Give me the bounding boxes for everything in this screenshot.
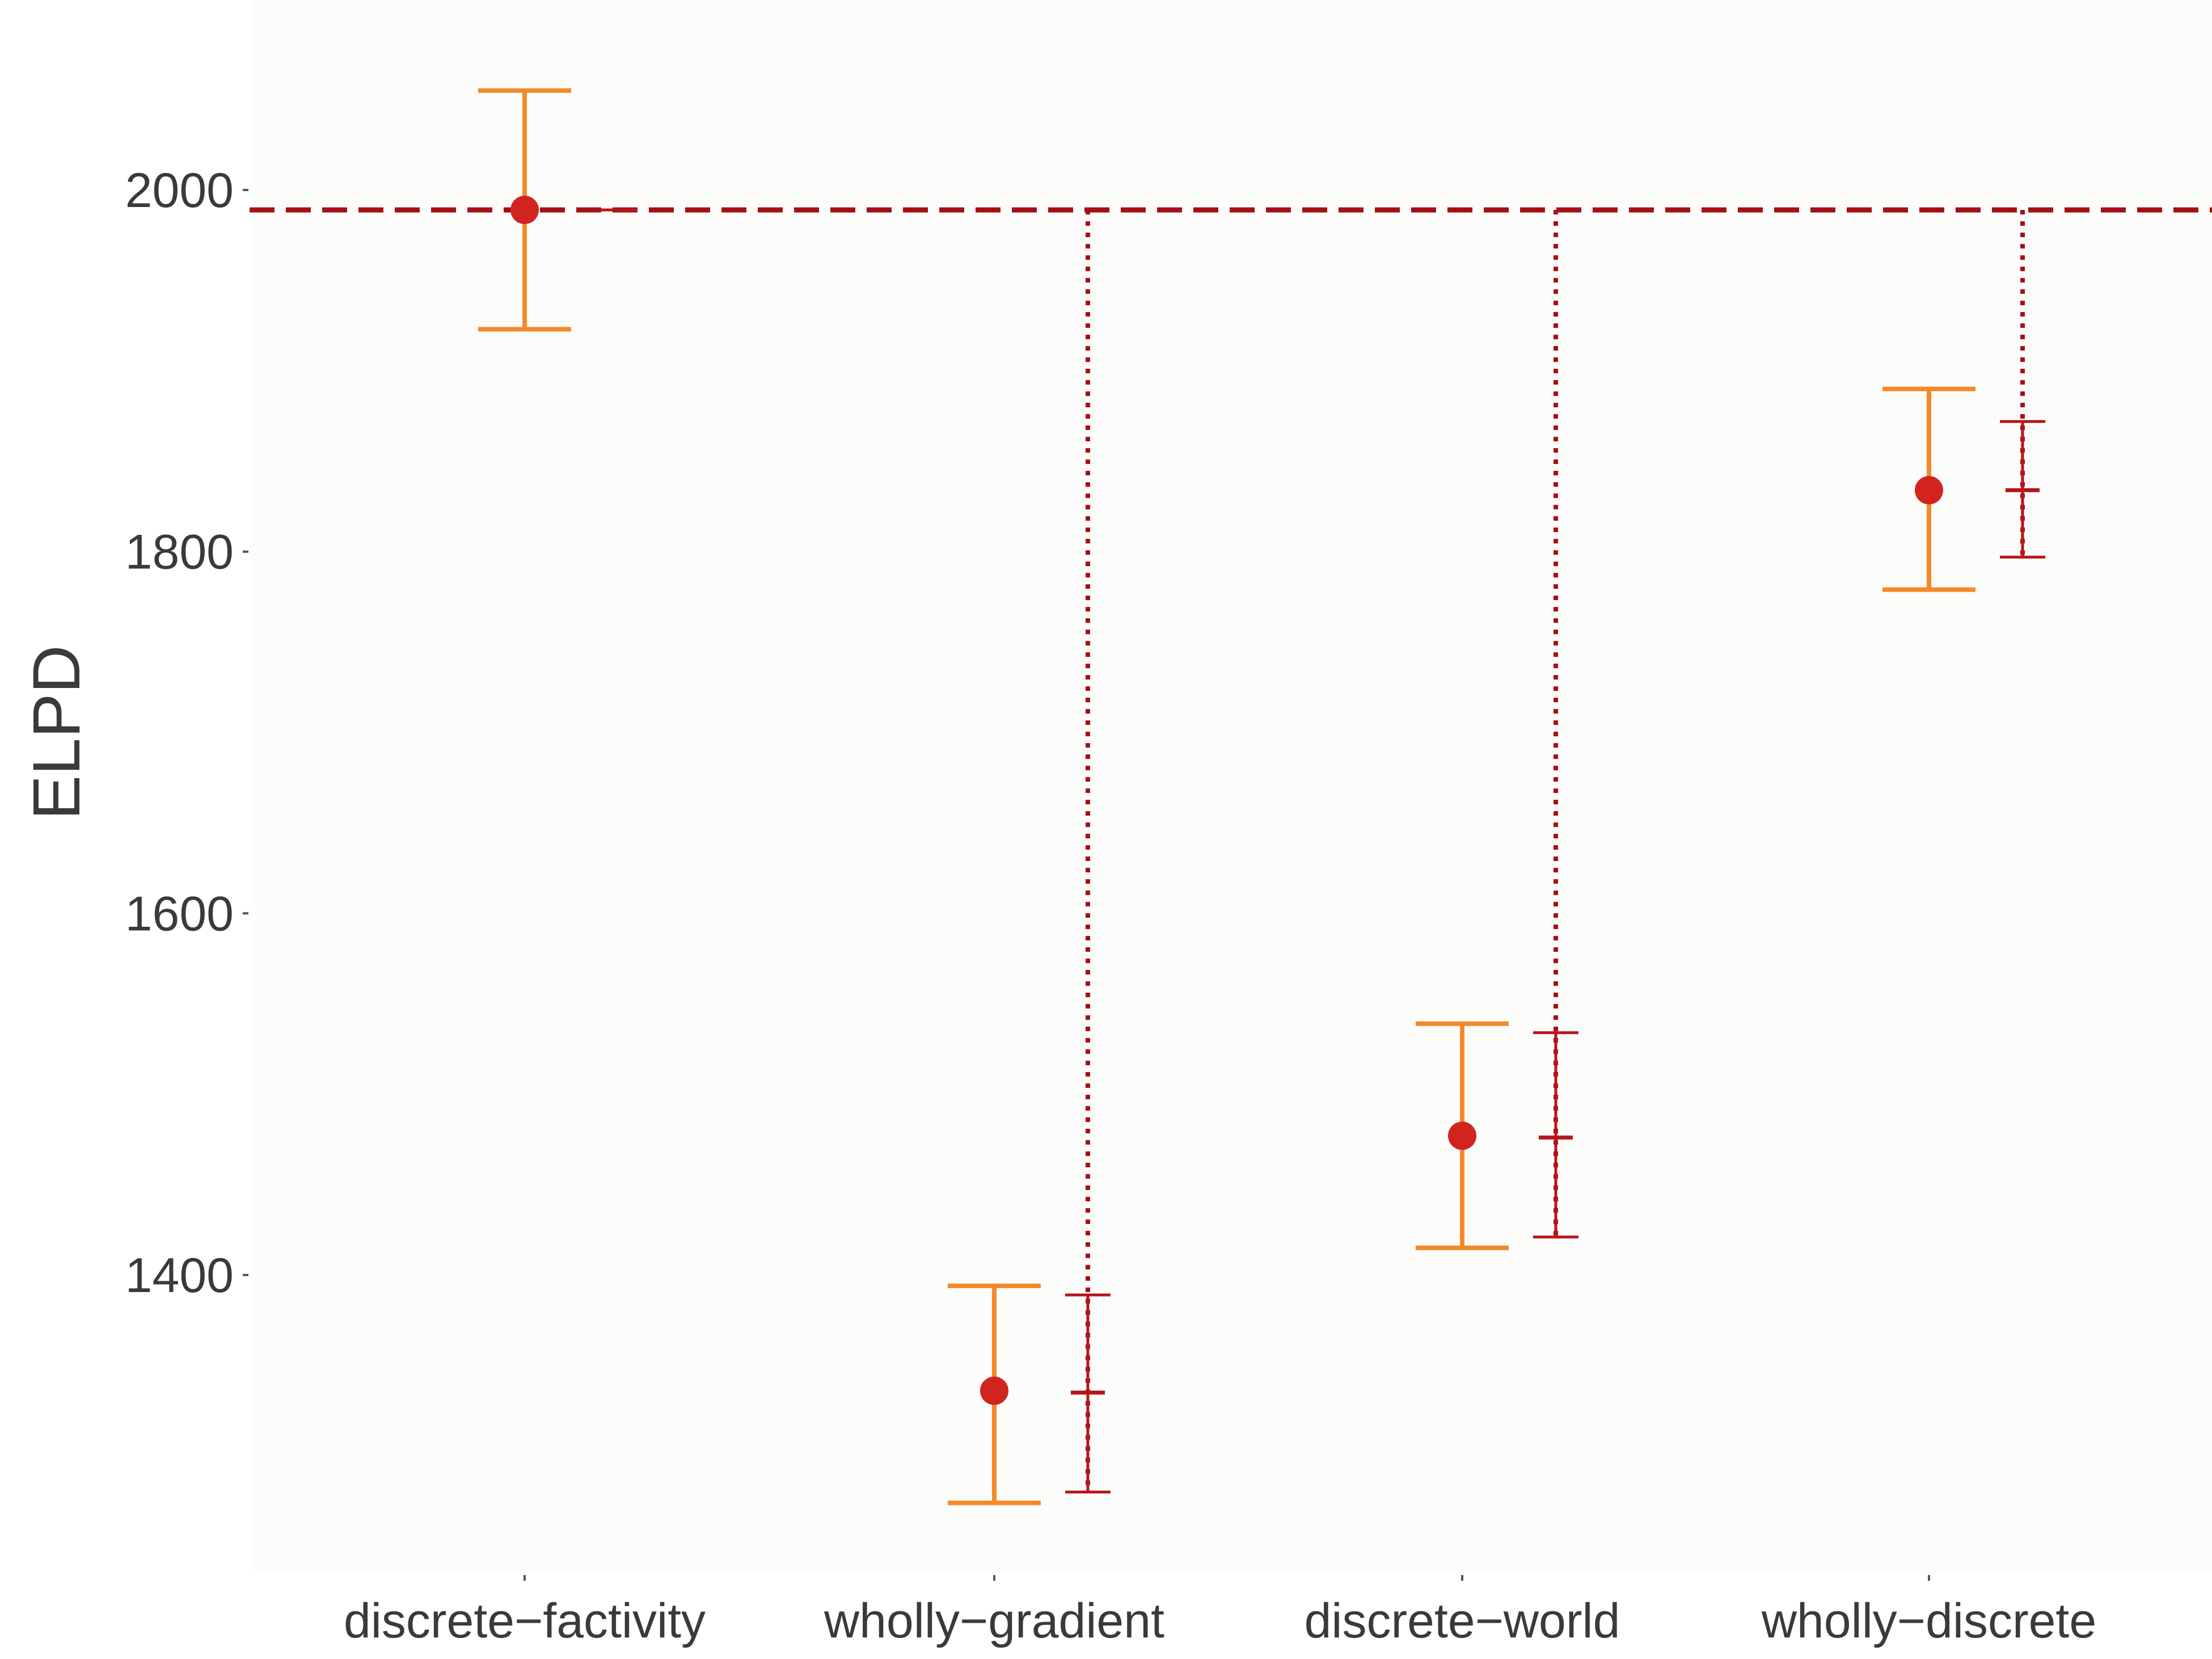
plot-panel — [250, 0, 2212, 1574]
estimate-point — [1915, 476, 1943, 505]
x-tick-label: wholly−discrete — [1761, 1594, 2096, 1648]
y-tick-label: 1600 — [125, 887, 234, 941]
y-tick-label: 1800 — [125, 525, 234, 580]
x-tick-label: discrete−world — [1305, 1594, 1620, 1648]
axes: 1400 1600 1800 2000 discrete−factivity wholly… — [125, 163, 2096, 1648]
y-tick-label: 1400 — [125, 1248, 234, 1303]
estimate-point — [510, 196, 539, 225]
x-tick-label: wholly−gradient — [824, 1594, 1164, 1648]
y-tick-label: 2000 — [125, 163, 234, 218]
x-tick-label: discrete−factivity — [344, 1594, 706, 1648]
estimate-point — [980, 1377, 1008, 1405]
y-axis-title: ELPD — [19, 645, 94, 820]
data-marks — [478, 88, 2045, 1505]
reference-lines — [250, 207, 2212, 1492]
estimate-point — [1448, 1121, 1476, 1150]
